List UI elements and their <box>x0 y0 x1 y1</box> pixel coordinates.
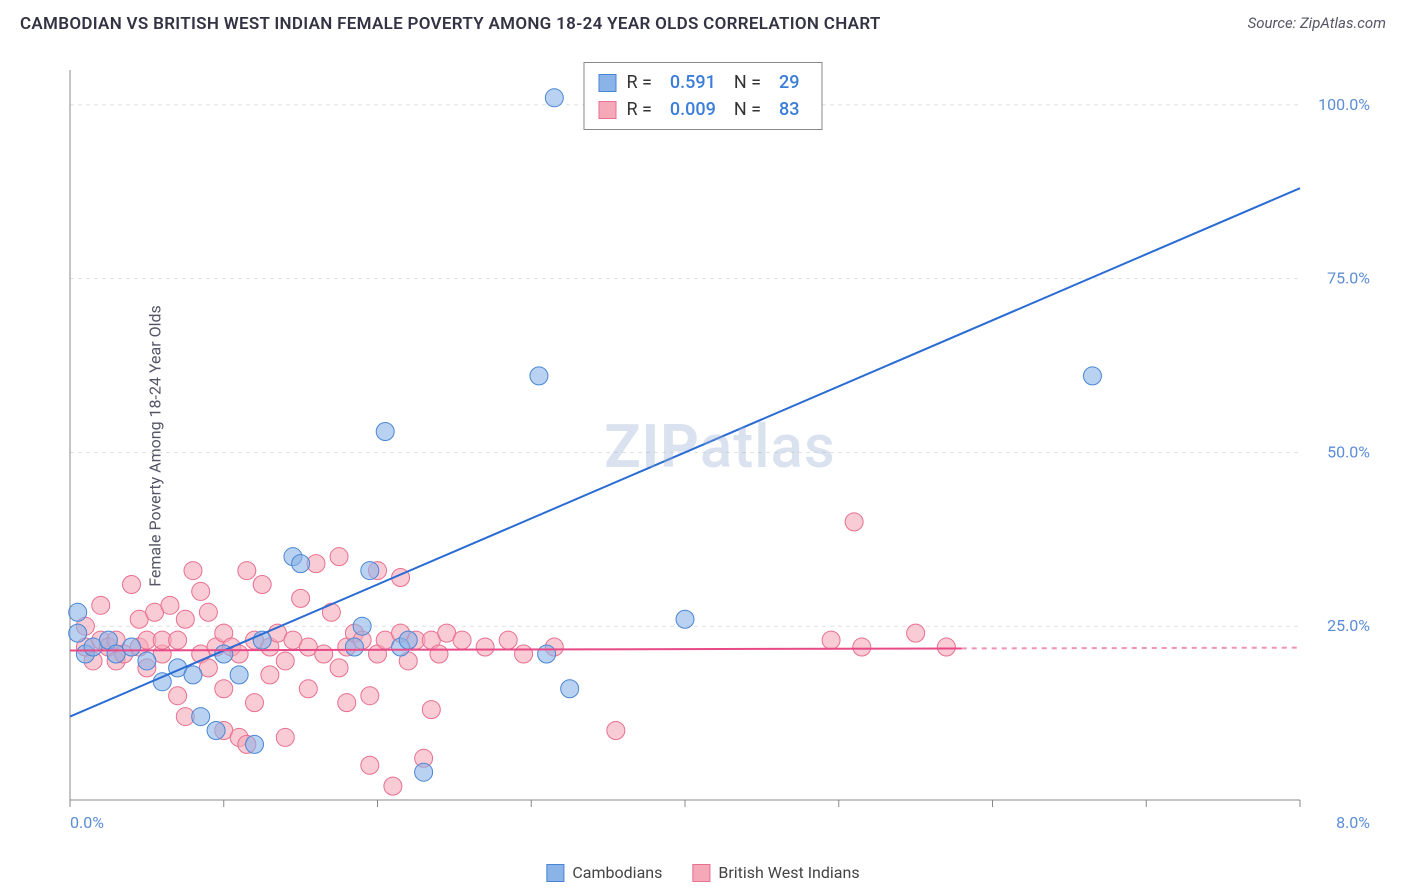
swatch-icon <box>598 74 616 92</box>
legend-label: Cambodians <box>572 863 662 882</box>
svg-text:100.0%: 100.0% <box>1318 95 1370 114</box>
legend-label: British West Indians <box>718 863 859 882</box>
svg-text:75.0%: 75.0% <box>1327 269 1370 288</box>
r-label: R = <box>626 96 651 123</box>
svg-text:8.0%: 8.0% <box>1336 813 1370 832</box>
stats-box: R = 0.591 N = 29 R = 0.009 N = 83 <box>583 62 822 130</box>
n-label: N = <box>734 69 761 96</box>
swatch-icon <box>692 864 710 882</box>
plot-area: 25.0%50.0%75.0%100.0%0.0%8.0% ZIPatlas <box>60 60 1380 840</box>
x-axis-legend: Cambodians British West Indians <box>546 863 859 882</box>
n-value: 29 <box>779 69 799 96</box>
n-label: N = <box>734 96 761 123</box>
chart-title: CAMBODIAN VS BRITISH WEST INDIAN FEMALE … <box>20 14 881 34</box>
r-value: 0.009 <box>670 96 716 123</box>
n-value: 83 <box>779 96 799 123</box>
swatch-icon <box>546 864 564 882</box>
legend-item-cambodians: Cambodians <box>546 863 662 882</box>
source-label: Source: ZipAtlas.com <box>1248 14 1386 32</box>
svg-text:25.0%: 25.0% <box>1327 616 1370 635</box>
r-label: R = <box>626 69 651 96</box>
r-value: 0.591 <box>670 69 716 96</box>
swatch-icon <box>598 101 616 119</box>
svg-text:50.0%: 50.0% <box>1327 442 1370 461</box>
stats-row-bwi: R = 0.009 N = 83 <box>598 96 807 123</box>
scatter-chart: 25.0% 50.0% 75.0% 100.0% 0.0% 8.0% <box>60 60 1380 840</box>
svg-text:0.0%: 0.0% <box>70 813 104 832</box>
legend-item-bwi: British West Indians <box>692 863 859 882</box>
stats-row-cambodians: R = 0.591 N = 29 <box>598 69 807 96</box>
